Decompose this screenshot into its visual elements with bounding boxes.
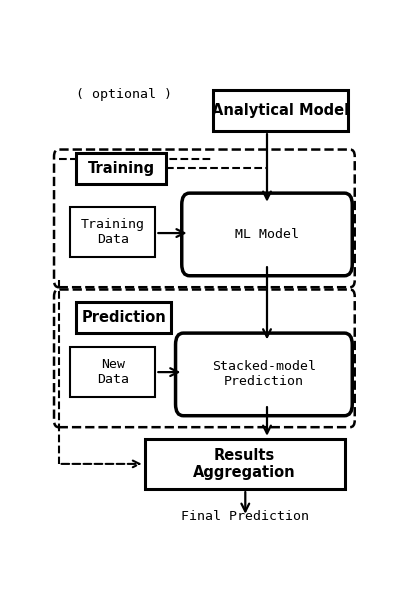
Text: ML Model: ML Model [235,228,299,241]
Text: Results
Aggregation: Results Aggregation [193,448,296,480]
Text: Training: Training [88,161,155,176]
Text: Stacked-model
Prediction: Stacked-model Prediction [212,361,316,389]
Text: ( optional ): ( optional ) [76,88,172,101]
FancyBboxPatch shape [176,333,352,416]
FancyBboxPatch shape [70,207,155,257]
FancyBboxPatch shape [213,90,348,131]
Text: Training
Data: Training Data [81,218,145,246]
FancyBboxPatch shape [76,302,171,333]
Text: New
Data: New Data [97,358,129,386]
Text: Final Prediction: Final Prediction [181,510,309,523]
FancyBboxPatch shape [144,439,344,489]
Text: Prediction: Prediction [81,310,166,325]
FancyBboxPatch shape [70,347,155,398]
Text: Analytical Model: Analytical Model [212,103,349,118]
FancyBboxPatch shape [182,193,352,276]
FancyBboxPatch shape [76,153,166,184]
